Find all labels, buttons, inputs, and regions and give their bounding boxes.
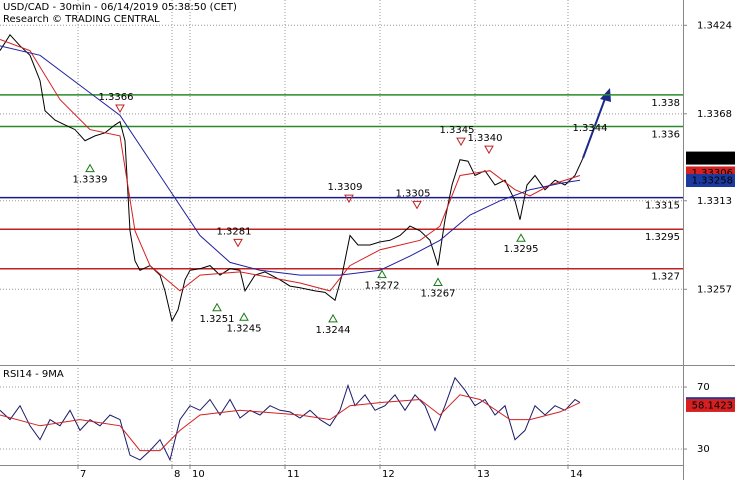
level-label: 1.3315 (645, 201, 680, 212)
annotation-label: 1.3272 (365, 281, 400, 292)
x-tick-label: 11 (287, 469, 300, 480)
price-tag (686, 398, 735, 412)
x-tick-label: 7 (80, 469, 86, 480)
annotation-label: 1.3281 (217, 226, 252, 237)
annotation-label: 1.3340 (468, 133, 503, 144)
annotation-label: 1.3366 (99, 92, 134, 103)
marker-down (344, 194, 354, 204)
annotation-label: 1.3245 (227, 323, 262, 334)
marker-down (412, 200, 422, 210)
marker-up (516, 233, 526, 242)
rsi-title: RSI14 - 9MA (3, 369, 64, 380)
series-line (0, 45, 581, 276)
price-tag-label: 1.33258 (692, 176, 733, 187)
x-tick-label: 12 (382, 469, 395, 480)
series-line (0, 39, 581, 292)
marker-up (433, 277, 443, 286)
annotation-label: 1.3345 (440, 125, 475, 136)
chart-title: USD/CAD - 30min - 06/14/2019 05:38:50 (C… (3, 2, 237, 13)
series-line (0, 394, 581, 452)
y-tick-label: 70 (697, 382, 710, 393)
annotation-label: 1.3295 (504, 244, 539, 255)
y-tick-label: 1.3313 (697, 196, 732, 207)
y-tick-label: 1.3424 (697, 20, 732, 31)
price-tag (686, 151, 735, 165)
marker-up (328, 313, 338, 323)
level-label: 1.3295 (645, 232, 680, 243)
x-tick-label: 14 (570, 469, 583, 480)
annotation-label: 1.3305 (396, 188, 431, 199)
level-label: 1.338 (651, 98, 680, 109)
x-tick-label: 10 (192, 469, 205, 480)
annotation-label: 1.3309 (328, 182, 363, 193)
price-tag-label: 58.1423 (692, 400, 733, 411)
annotation-label: 1.3339 (73, 175, 108, 186)
x-tick-label: 8 (174, 469, 180, 480)
y-tick-label: 1.3368 (697, 109, 732, 120)
price-tag-label: 1.334 (704, 153, 733, 164)
price-tag-label: 1.33306 (692, 168, 733, 179)
marker-down (115, 104, 125, 113)
marker-down (484, 145, 494, 155)
marker-up (377, 269, 387, 279)
marker-down (233, 238, 243, 248)
level-label: 1.336 (651, 129, 680, 140)
chart-subtitle: Research © TRADING CENTRAL (3, 14, 160, 25)
marker-down (456, 137, 466, 147)
level-label: 1.327 (651, 272, 680, 283)
annotation-label: 1.3244 (316, 325, 351, 336)
annotation-label: 1.3344 (573, 123, 608, 134)
marker-up (239, 312, 249, 321)
annotation-label: 1.3267 (421, 288, 456, 299)
y-tick-label: 30 (697, 444, 710, 455)
annotation-label: 1.3251 (200, 314, 235, 325)
marker-up (85, 163, 95, 173)
x-tick-label: 13 (477, 469, 490, 480)
y-tick-label: 1.3257 (697, 284, 732, 295)
price-tag (686, 174, 735, 188)
marker-up (212, 302, 222, 312)
